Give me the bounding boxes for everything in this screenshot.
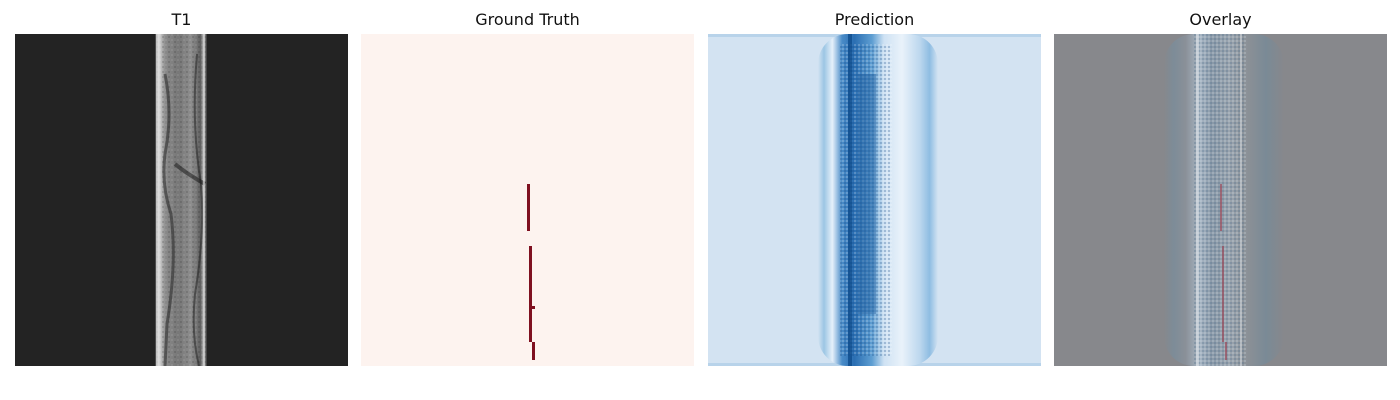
- lesion-segment: [527, 184, 530, 231]
- overlay-image: [1054, 34, 1387, 366]
- ground-truth-image: [361, 34, 694, 366]
- lesion-segment: [529, 246, 532, 342]
- panel-title: Prediction: [834, 10, 915, 29]
- t1-image: [15, 34, 348, 366]
- prediction-image: [708, 34, 1041, 366]
- lesion-segment: [531, 306, 535, 309]
- panel-title: Ground Truth: [475, 10, 580, 29]
- panel-title: Overlay: [1189, 10, 1252, 29]
- lesion-segment: [532, 342, 535, 360]
- panel-title: T1: [171, 10, 192, 29]
